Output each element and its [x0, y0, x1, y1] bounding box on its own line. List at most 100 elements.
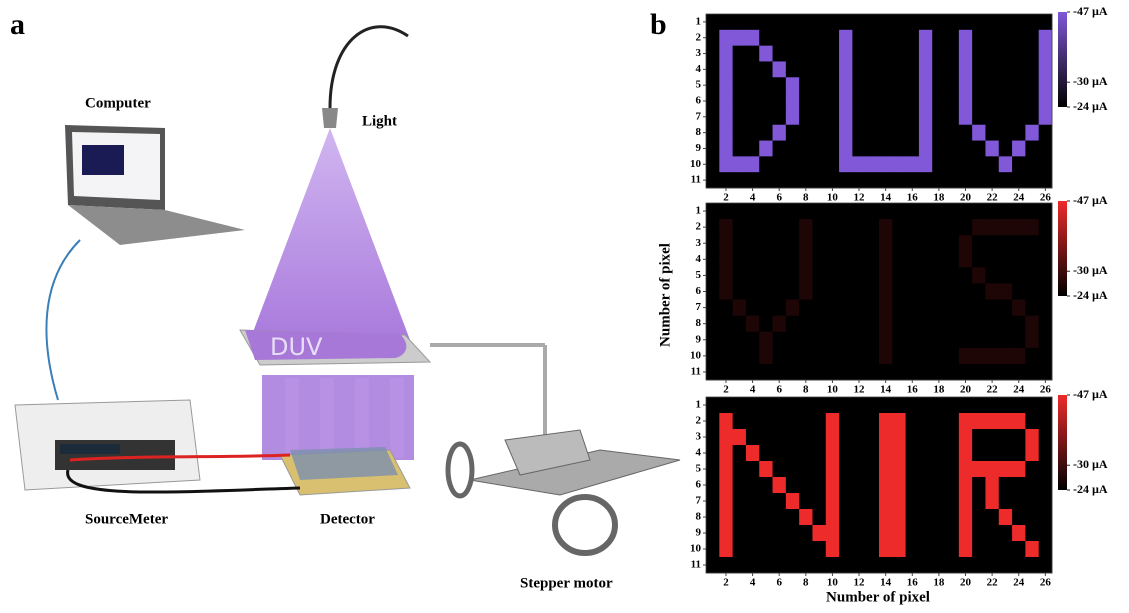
colorbar-label: -30 µA [1073, 263, 1108, 277]
heatmap-cell [719, 283, 733, 299]
heatmap-cell [866, 429, 880, 445]
heatmap-cell [972, 557, 986, 573]
heatmap-cell [773, 557, 787, 573]
heatmap-cell [932, 77, 946, 93]
heatmap-cell [906, 283, 920, 299]
heatmap-cell [759, 477, 773, 493]
heatmap-cell [866, 300, 880, 316]
heatmap-cell [932, 348, 946, 364]
heatmap-cell [759, 219, 773, 235]
heatmap-cell [946, 172, 960, 188]
heatmap-cell [1012, 332, 1026, 348]
heatmap-cell [852, 429, 866, 445]
heatmap-cell [959, 61, 973, 77]
heatmap-cell [919, 493, 933, 509]
heatmap-cell [985, 14, 999, 30]
heatmap-cell [719, 445, 733, 461]
heatmap-cell [786, 413, 800, 429]
heatmap-cell [919, 219, 933, 235]
heatmap-cell [706, 509, 720, 525]
y-tick-label: 8 [696, 317, 702, 329]
heatmap-cell [946, 413, 960, 429]
heatmap-cell [1012, 30, 1026, 46]
heatmap-cell [959, 397, 973, 413]
heatmap-cell [826, 413, 840, 429]
heatmap-cell [866, 348, 880, 364]
heatmap-cell [972, 61, 986, 77]
heatmap-cell [826, 14, 840, 30]
heatmap-cell [852, 267, 866, 283]
heatmap-cell [706, 109, 720, 125]
heatmap-cell [733, 203, 747, 219]
heatmap-cell [1025, 251, 1039, 267]
heatmap-cell [892, 46, 906, 62]
heatmap-cell [759, 267, 773, 283]
heatmap-cell [799, 172, 813, 188]
heatmap-cell [1012, 109, 1026, 125]
heatmap-cell [812, 557, 826, 573]
heatmap-cell [799, 235, 813, 251]
heatmap-cell [932, 413, 946, 429]
heatmap-cell [786, 30, 800, 46]
heatmap-cell [786, 251, 800, 267]
heatmap-cell [852, 93, 866, 109]
heatmap-cell [892, 300, 906, 316]
heatmap-cell [852, 30, 866, 46]
heatmap-cell [759, 156, 773, 172]
heatmap-cell [733, 316, 747, 332]
heatmap-cell [999, 397, 1013, 413]
heatmap-cell [852, 46, 866, 62]
colorbar [1058, 201, 1067, 296]
x-tick-label: 20 [960, 192, 972, 204]
heatmap-cell [773, 493, 787, 509]
heatmap-cell [959, 300, 973, 316]
heatmap-cell [839, 493, 853, 509]
heatmap-cell [746, 348, 760, 364]
heatmap-cell [892, 525, 906, 541]
x-tick-label: 26 [1040, 577, 1052, 589]
heatmap-cell [812, 445, 826, 461]
heatmap-cell [972, 46, 986, 62]
heatmap-cell [719, 172, 733, 188]
heatmap-cell [812, 30, 826, 46]
heatmap-cell [839, 141, 853, 157]
y-tick-label: 10 [690, 349, 702, 361]
heatmap-cell [733, 156, 747, 172]
heatmap-cell [839, 203, 853, 219]
heatmap-cell [839, 93, 853, 109]
heatmap-cell [1025, 348, 1039, 364]
heatmap-cell [773, 509, 787, 525]
y-tick-label: 4 [696, 63, 702, 75]
heatmap-cell [1025, 429, 1039, 445]
heatmap-cell [839, 283, 853, 299]
heatmap-cell [799, 397, 813, 413]
heatmap-cell [852, 397, 866, 413]
heatmap-cell [1025, 557, 1039, 573]
y-tick-label: 10 [690, 158, 702, 170]
y-tick-label: 9 [696, 333, 702, 345]
y-tick-label: 6 [696, 479, 702, 491]
heatmap-cell [786, 557, 800, 573]
heatmap-cell [959, 156, 973, 172]
heatmap-cell [746, 413, 760, 429]
heatmap-cell [812, 125, 826, 141]
heatmap-cell [892, 251, 906, 267]
heatmap-cell [866, 364, 880, 380]
heatmap-cell [812, 509, 826, 525]
heatmap-cell [985, 61, 999, 77]
heatmap-cell [826, 461, 840, 477]
heatmap-cell [879, 251, 893, 267]
heatmap-cell [959, 172, 973, 188]
heatmap-cell [733, 61, 747, 77]
heatmap-cell [706, 413, 720, 429]
heatmap-cell [706, 429, 720, 445]
heatmap-cell [1039, 300, 1053, 316]
heatmap-cell [759, 14, 773, 30]
heatmap-cell [919, 461, 933, 477]
colorbar-label: -24 µA [1073, 99, 1108, 113]
heatmap-cell [972, 125, 986, 141]
heatmap-cell [759, 30, 773, 46]
x-tick-label: 22 [987, 577, 999, 589]
heatmap-cell [839, 125, 853, 141]
heatmap-cell [919, 267, 933, 283]
